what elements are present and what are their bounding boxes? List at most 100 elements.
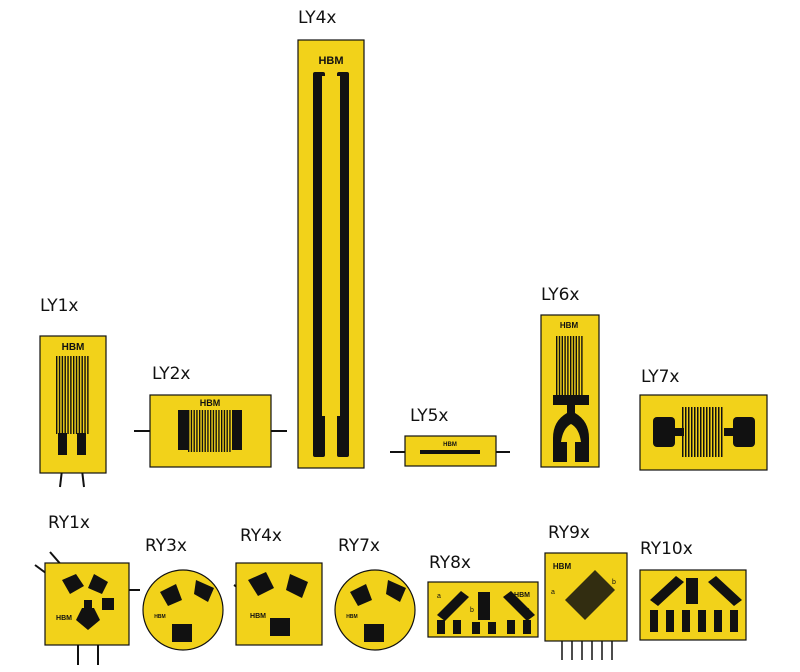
grid-gap [337,76,340,416]
solder-tabs [650,610,738,632]
grid-line [201,410,204,452]
grid-line [578,336,580,396]
gauge-label: RY8x [429,553,471,573]
grid-line [193,410,195,452]
gauge-label: LY7x [641,367,679,387]
grid-line [567,336,569,396]
brand-mark: HBM [250,613,266,620]
grid-line [84,356,86,434]
gauge-label: RY1x [48,513,90,533]
solder-tab [698,610,706,632]
solder-tab [674,428,684,436]
solder-tab [733,417,755,447]
solder-tab [488,622,496,634]
grid-line [229,410,231,452]
grid-line [212,410,215,452]
rosette-grid [565,570,615,620]
grid-line [67,356,69,434]
solder-tab [730,610,738,632]
grid-line [78,356,81,434]
grid-line [81,356,83,434]
grid-line [564,336,566,396]
grid-line [70,356,72,434]
grid-line [226,410,228,452]
grid-line [718,407,720,457]
grid-line [688,407,690,457]
gauge-ry3x: HBM [142,569,224,651]
grid-marking: c [526,607,530,614]
grid-line [697,407,699,457]
grid-pattern [420,450,480,454]
grid-line [691,407,693,457]
grid-line [706,407,708,457]
grid-marking: b [612,579,616,586]
grid-line [196,410,198,452]
grid-marking: b [470,607,474,614]
solder-tab [682,610,690,632]
grid-line [215,410,217,452]
grid-line [558,336,561,396]
gauge-ry9x: HBM a b [544,552,628,660]
grid-line [700,407,702,457]
grid-line [87,356,89,434]
grid-marking: a [437,593,441,600]
grid-line [210,410,212,452]
gauge-ry8x: HBM a b c [427,581,539,638]
grid-line [218,410,220,452]
solder-tab [77,433,86,455]
rosette-grid [650,576,742,606]
gauge-label: LY2x [152,364,190,384]
rosette-grid [350,580,406,642]
grid-pattern [682,407,723,457]
brand-mark: HBM [443,442,457,448]
grid-line [715,407,717,457]
gauge-ry10x [639,569,747,641]
brand-mark: HBM [514,592,530,599]
gauge-ly7x [639,394,768,471]
gauge-ly5x: HBM [390,435,510,467]
gauge-ly1x: HBM [39,335,107,488]
carrier [297,39,365,469]
grid-line [73,356,75,434]
solder-tab [232,410,242,450]
grid-line [190,410,193,452]
grid-line [58,356,61,434]
gauge-label: LY5x [410,406,448,426]
gauge-ry7x: HBM [334,569,416,651]
grid-line [56,356,58,434]
brand-mark: HBM [553,562,572,571]
grid-line [575,336,577,396]
grid-line [207,410,209,452]
gauge-ry4x: HBM [233,562,323,646]
grid-pattern [556,336,583,396]
grid-line [581,336,583,396]
solder-tab [178,410,188,450]
solder-tab [523,620,531,634]
gauge-label: RY10x [640,539,693,559]
gauge-ly2x: HBM [134,394,287,468]
grid-marking: a [551,589,555,596]
grid-pattern [56,356,89,434]
grid-line [64,356,66,434]
gauge-ly4x: HBM [297,39,365,469]
grid-line [685,407,687,457]
gauge-label: LY1x [40,296,78,316]
solder-tab [653,417,675,447]
grid-line [572,336,575,396]
grid-line [221,410,223,452]
solder-tab [437,620,445,634]
grid-line [682,407,684,457]
grid-line [561,336,563,396]
grid-line [712,407,714,457]
grid-line [204,410,206,452]
brand-mark: HBM [346,614,357,620]
rosette-grid [62,574,114,630]
rosette-grid [160,580,214,642]
gauge-ly6x: HBM [540,314,600,468]
grid-line [721,407,723,457]
gauge-label: RY9x [548,523,590,543]
grid-pattern [188,410,231,452]
solder-tab [666,610,674,632]
solder-tab [507,620,515,634]
